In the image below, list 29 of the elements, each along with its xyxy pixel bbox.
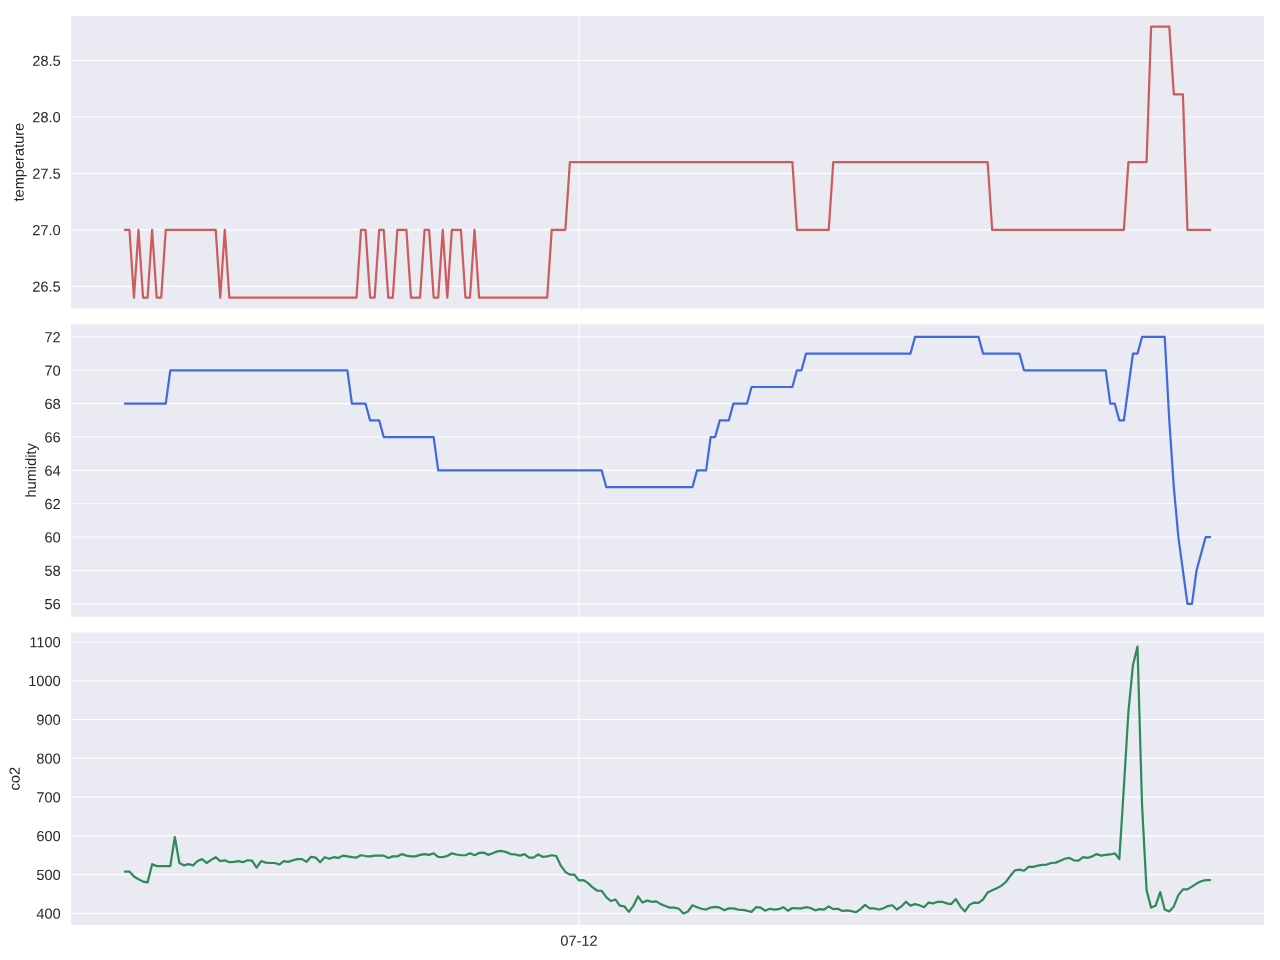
y-tick-label: 26.5 <box>33 281 61 292</box>
y-tick-label: 900 <box>37 714 61 725</box>
y-tick-label: 600 <box>37 830 61 842</box>
y-tick-label: 60 <box>45 532 61 543</box>
line-series <box>123 645 1212 915</box>
y-tick-label: 400 <box>36 908 61 919</box>
y-tick-label: 800 <box>36 753 61 764</box>
line-series <box>123 25 1212 299</box>
line-series <box>123 335 1212 605</box>
y-tick-label: 1000 <box>29 675 61 687</box>
y-tick-label: 66 <box>45 432 61 443</box>
y-tick-label: 58 <box>45 565 61 576</box>
x-tick-label: 07-12 <box>560 935 597 946</box>
y-tick-label: 62 <box>45 498 60 510</box>
y-tick-label: 68 <box>45 398 61 410</box>
y-tick-label: 28.0 <box>33 112 61 123</box>
y-tick-label: 28.5 <box>33 55 61 66</box>
y-tick-label: 56 <box>45 598 61 610</box>
y-axis-title: temperature <box>14 123 27 202</box>
y-tick-label: 27.0 <box>33 225 61 236</box>
y-tick-label: 64 <box>45 465 61 476</box>
y-axis-title: co2 <box>9 767 20 790</box>
y-tick-label: 1100 <box>30 637 61 648</box>
y-tick-label: 700 <box>37 792 61 803</box>
y-axis-title: humidity <box>25 443 39 497</box>
y-tick-label: 70 <box>45 365 61 376</box>
y-tick-label: 500 <box>36 869 61 881</box>
y-tick-label: 72 <box>45 332 60 343</box>
y-tick-label: 27.5 <box>33 168 61 179</box>
